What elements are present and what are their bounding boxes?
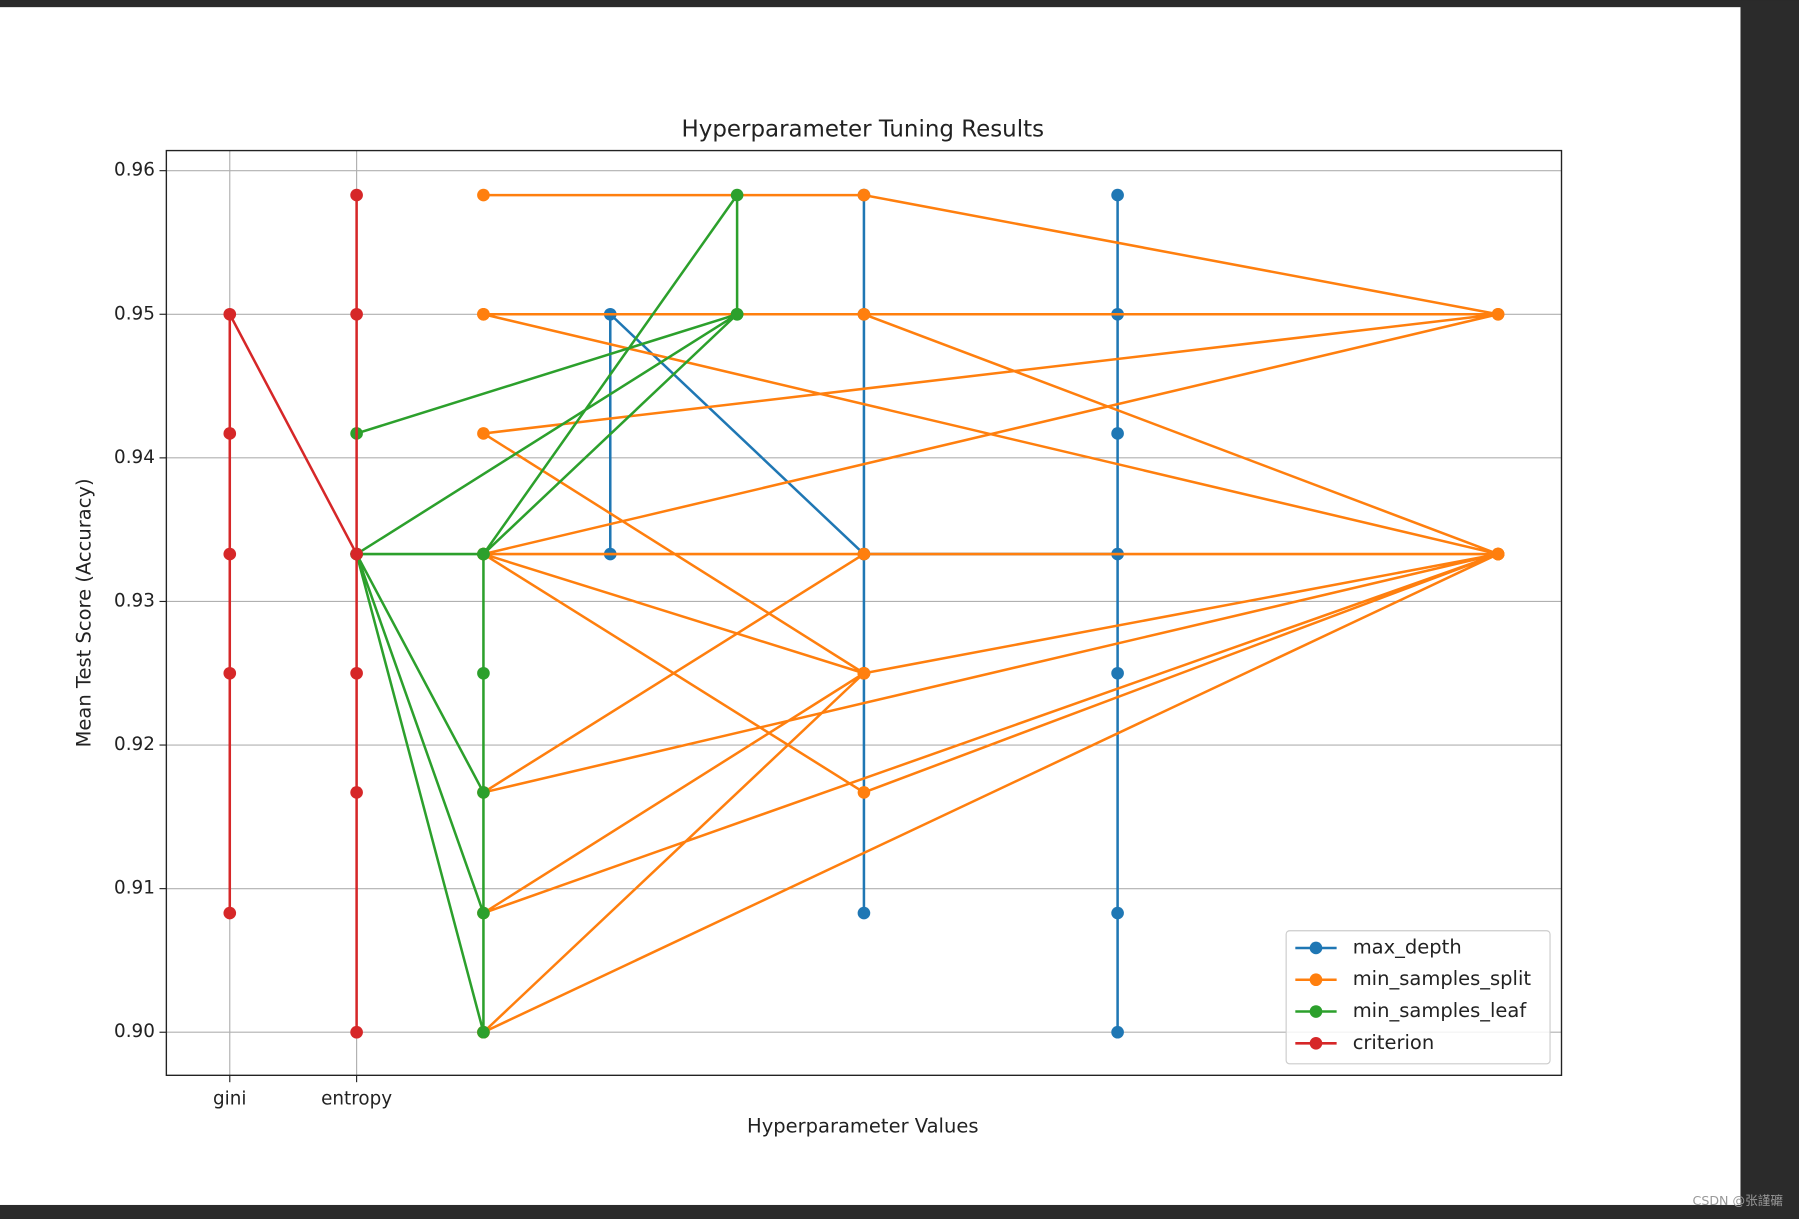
data-point xyxy=(730,188,744,202)
y-tick-label: 0.95 xyxy=(114,303,155,324)
y-tick-label: 0.94 xyxy=(114,447,155,468)
axes-frame xyxy=(165,149,1563,1077)
legend-swatch-marker xyxy=(1309,973,1323,987)
legend-label: max_depth xyxy=(1353,935,1462,958)
data-point xyxy=(1491,547,1505,561)
x-tick-label: entropy xyxy=(321,1088,392,1109)
y-tick-label: 0.96 xyxy=(114,160,155,181)
legend-swatch-marker xyxy=(1309,941,1323,955)
data-point xyxy=(857,666,871,680)
data-point xyxy=(477,786,490,799)
data-point xyxy=(857,188,871,202)
data-point xyxy=(350,1025,363,1039)
data-point xyxy=(1111,1025,1124,1039)
data-point xyxy=(350,786,363,799)
data-point xyxy=(223,666,237,680)
data-point xyxy=(223,427,237,440)
data-point xyxy=(477,427,490,440)
legend: max_depth min_samples_split min_samples_le… xyxy=(1285,930,1551,1065)
data-point xyxy=(1491,307,1505,321)
y-tick-label: 0.92 xyxy=(114,734,155,755)
series-layer xyxy=(223,188,1505,1039)
data-point xyxy=(223,906,237,920)
x-axis-label: Hyperparameter Values xyxy=(747,1114,978,1137)
data-point xyxy=(477,547,490,561)
data-point xyxy=(730,307,744,321)
y-tick-label: 0.90 xyxy=(114,1021,155,1042)
watermark: CSDN @张謹礳 xyxy=(1693,1193,1784,1208)
series-line xyxy=(482,193,1500,1034)
data-point xyxy=(1111,666,1124,680)
legend-label: min_samples_split xyxy=(1353,967,1532,990)
data-point xyxy=(857,786,871,799)
chart-title: Hyperparameter Tuning Results xyxy=(682,116,1045,142)
legend-swatch-marker xyxy=(1309,1036,1323,1050)
legend-swatch-marker xyxy=(1309,1005,1323,1018)
legend-label: min_samples_leaf xyxy=(1353,999,1528,1022)
data-point xyxy=(477,1025,490,1039)
data-point xyxy=(350,307,363,321)
data-point xyxy=(857,906,871,920)
data-point xyxy=(223,307,237,321)
data-point xyxy=(477,666,490,680)
data-point xyxy=(477,307,490,321)
data-point xyxy=(350,547,363,561)
data-point xyxy=(1111,427,1124,440)
data-point xyxy=(857,547,871,561)
legend-label: criterion xyxy=(1353,1031,1435,1054)
data-point xyxy=(857,307,871,321)
data-point xyxy=(1111,188,1124,202)
data-point xyxy=(350,188,363,202)
y-axis-label: Mean Test Score (Accuracy) xyxy=(72,478,95,747)
y-tick-label: 0.91 xyxy=(114,878,155,899)
legend-box xyxy=(1285,930,1551,1065)
data-point xyxy=(477,188,490,202)
data-point xyxy=(350,666,363,680)
data-point xyxy=(1111,906,1124,920)
data-point xyxy=(477,906,490,920)
y-tick-label: 0.93 xyxy=(114,590,155,611)
x-tick-label: gini xyxy=(213,1088,246,1109)
data-point xyxy=(223,547,237,561)
